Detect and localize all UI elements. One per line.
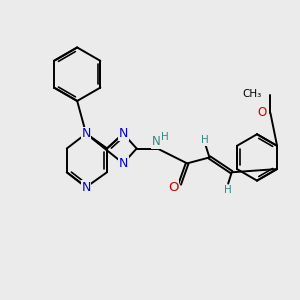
Text: N: N: [81, 181, 91, 194]
Text: CH₃: CH₃: [243, 89, 262, 99]
Text: O: O: [257, 106, 267, 119]
Text: N: N: [81, 127, 91, 140]
Text: H: H: [161, 132, 169, 142]
Text: N: N: [118, 127, 128, 140]
Text: H: H: [224, 185, 232, 195]
Text: N: N: [118, 157, 128, 170]
Text: O: O: [168, 181, 178, 194]
Text: H: H: [200, 135, 208, 145]
Text: N: N: [152, 136, 160, 148]
